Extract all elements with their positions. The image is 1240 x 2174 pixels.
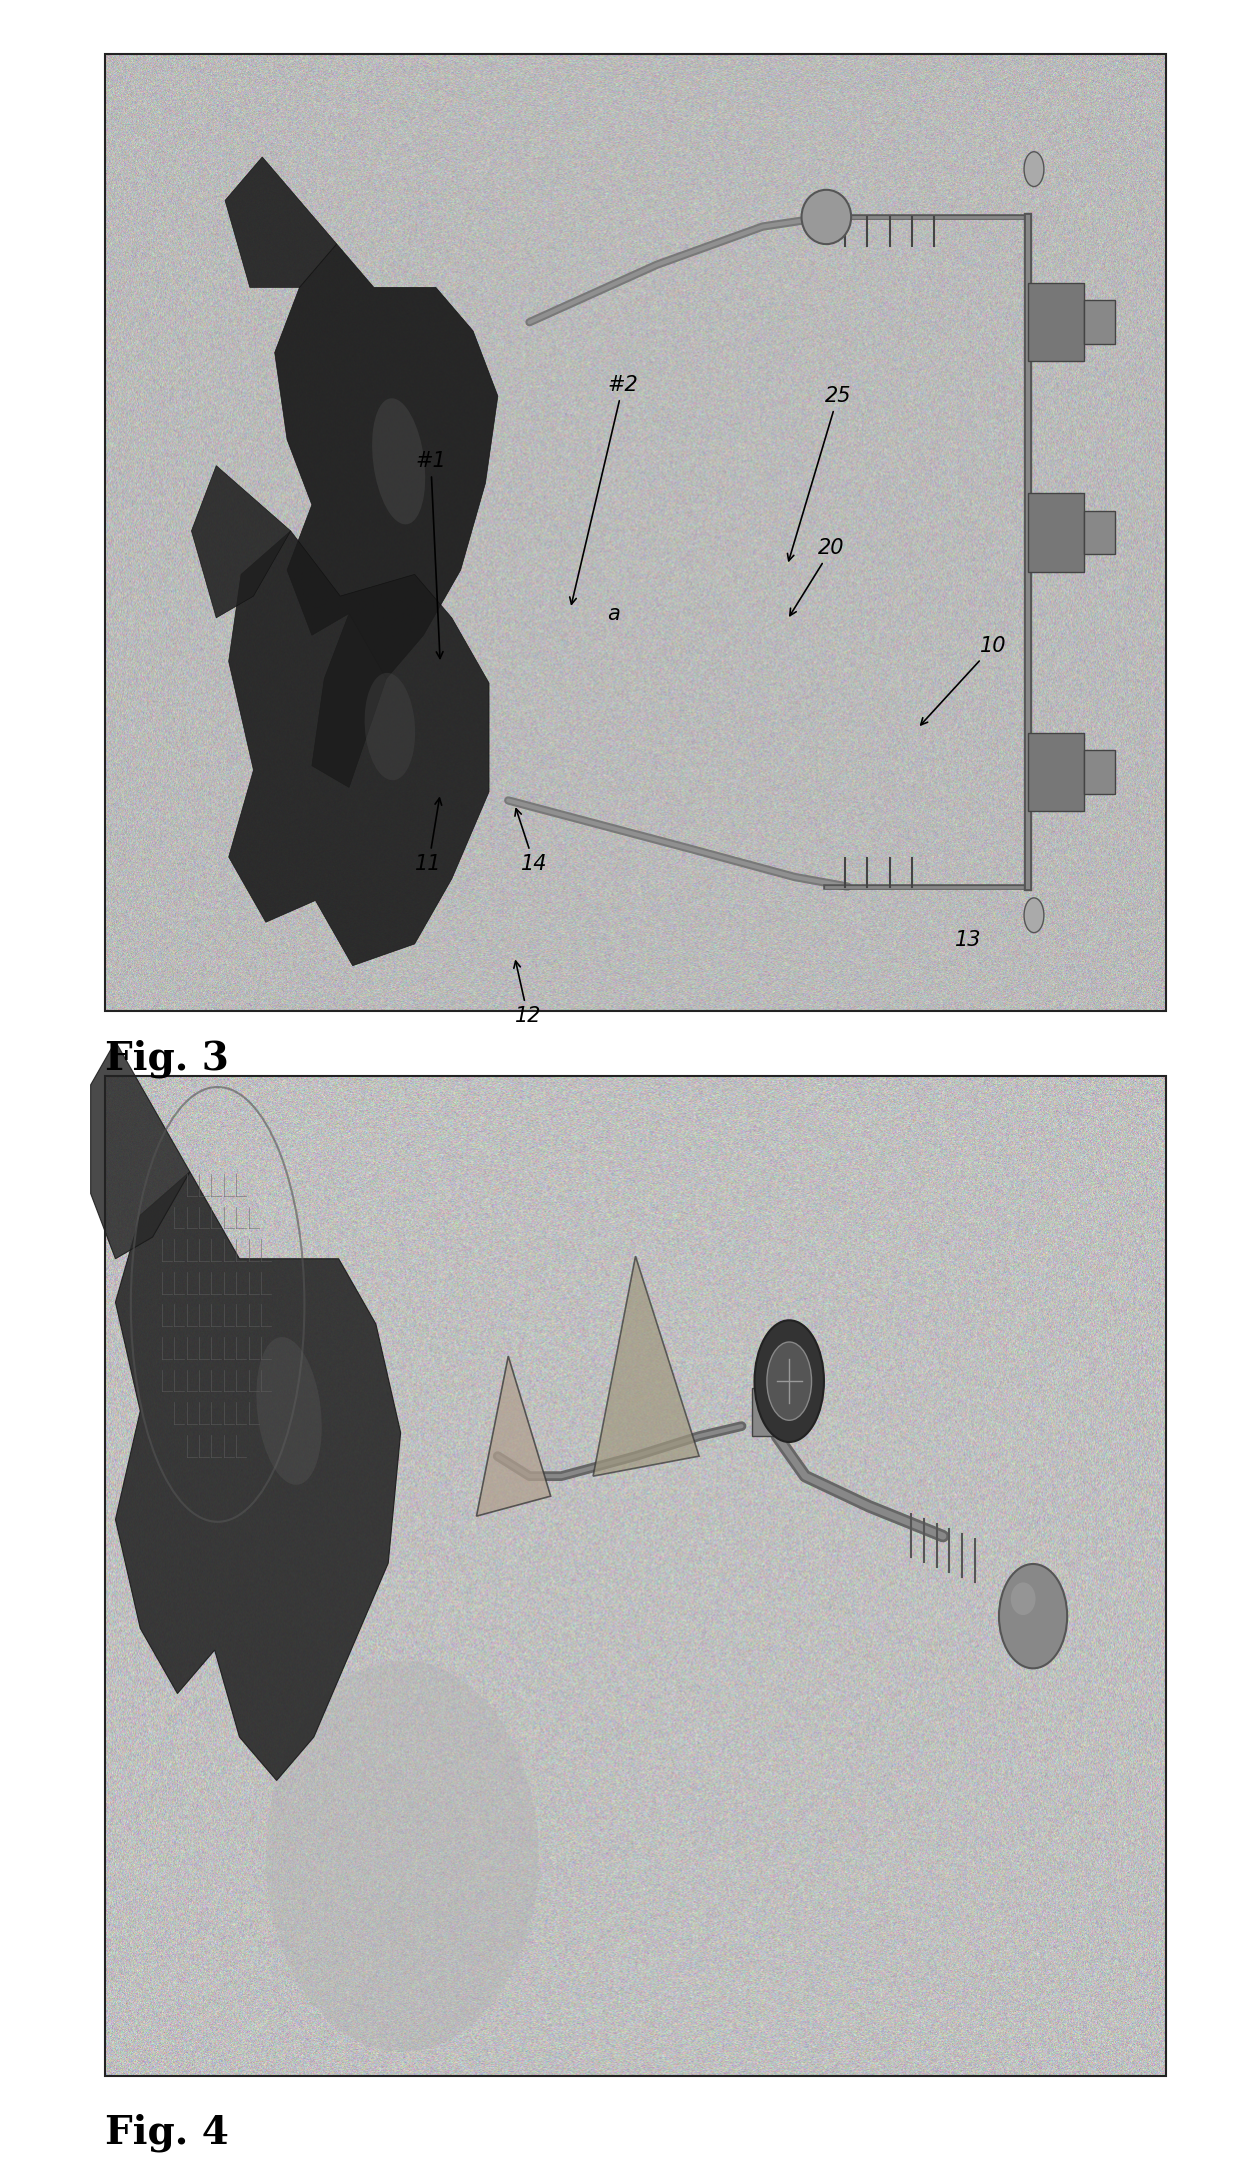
Bar [105,1076,1166,2076]
Text: Fig. 4: Fig. 4 [105,2113,229,2152]
Text: 14: 14 [515,809,547,874]
Circle shape [1024,152,1044,187]
Polygon shape [226,157,337,287]
Text: a: a [608,604,620,624]
Bar [105,54,1166,1011]
Bar [1084,511,1115,554]
Bar [1084,750,1115,794]
Polygon shape [275,243,498,678]
Bar [753,1389,802,1437]
Ellipse shape [365,674,415,780]
Ellipse shape [999,1563,1068,1667]
Text: #1: #1 [415,452,446,659]
Ellipse shape [801,189,851,243]
Bar [1028,283,1084,361]
Circle shape [766,1341,811,1420]
Circle shape [1024,898,1044,933]
Text: 12: 12 [513,961,541,1026]
Polygon shape [228,530,489,965]
Bar [1028,493,1084,572]
Text: 10: 10 [921,637,1006,724]
Polygon shape [312,613,387,787]
Ellipse shape [257,1337,321,1485]
Polygon shape [115,1172,401,1781]
Text: 11: 11 [415,798,441,874]
Bar [1084,300,1115,343]
Ellipse shape [372,398,425,524]
Ellipse shape [265,1661,538,2052]
Text: #2: #2 [569,376,639,604]
Circle shape [754,1320,823,1441]
Polygon shape [593,1257,699,1476]
Polygon shape [91,1041,190,1259]
Text: 20: 20 [790,539,844,615]
Text: Fig. 3: Fig. 3 [105,1039,229,1078]
Text: 25: 25 [787,387,851,561]
Polygon shape [191,465,290,617]
Polygon shape [476,1357,551,1515]
Ellipse shape [1011,1583,1035,1615]
Text: 13: 13 [955,930,981,950]
Bar [1028,733,1084,811]
